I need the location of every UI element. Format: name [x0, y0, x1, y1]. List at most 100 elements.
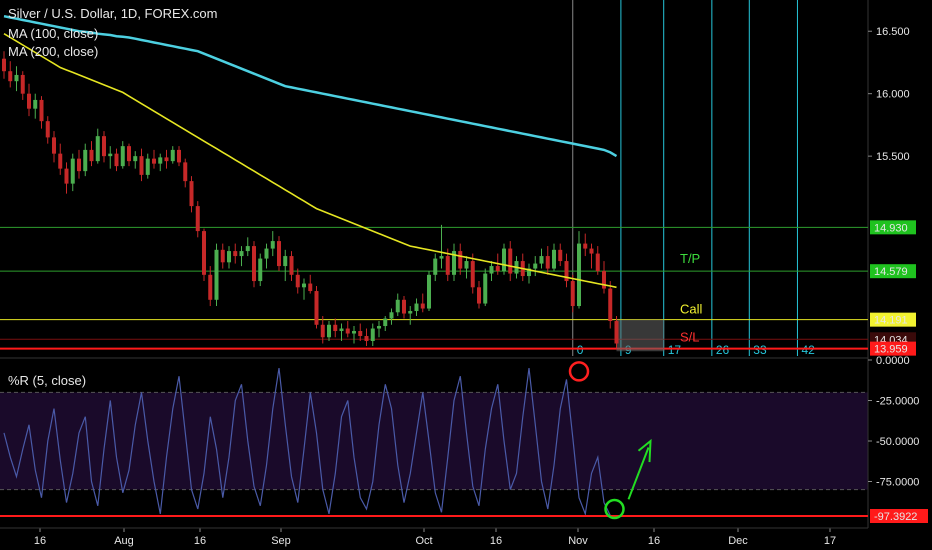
candle-body-22	[139, 156, 144, 175]
candle-body-24	[152, 158, 156, 164]
candle-body-86	[539, 256, 544, 264]
candle-body-79	[495, 266, 500, 272]
candle-body-77	[483, 273, 488, 304]
x-tick-label-9: 17	[824, 535, 836, 547]
wr-legend: %R (5, close)	[8, 373, 87, 388]
tp-label: T/P	[680, 251, 700, 266]
price-tick-label-1: 16.000	[876, 89, 910, 101]
x-tick-label-8: Dec	[728, 535, 748, 547]
candle-body-45	[283, 256, 288, 267]
wr-line	[3, 368, 617, 519]
candle-body-6	[39, 99, 44, 122]
candle-body-36	[227, 251, 231, 263]
fib-zone-label-2: 17	[668, 343, 682, 357]
up-arrow-head	[637, 438, 652, 463]
wr-tick-label-1: -25.0000	[876, 396, 919, 408]
price-badge-3	[870, 220, 916, 235]
x-tick-label-3: Sep	[271, 535, 291, 547]
candle-body-40	[252, 246, 256, 282]
candle-body-94	[589, 248, 594, 254]
wr-current-badge-text: -97.3922	[874, 511, 917, 523]
call-label: Call	[680, 302, 703, 317]
candle-body-44	[277, 241, 281, 267]
candle-body-98	[614, 321, 619, 344]
candle-body-1	[8, 71, 13, 82]
candle-body-9	[58, 153, 63, 169]
price-badge-4	[870, 264, 916, 279]
candle-body-19	[120, 146, 125, 167]
candle-body-5	[33, 99, 38, 109]
candle-body-13	[83, 149, 88, 172]
candle-body-74	[464, 261, 469, 269]
candle-body-0	[2, 58, 6, 72]
candle-body-66	[414, 303, 419, 312]
candle-body-37	[233, 251, 238, 257]
wr-tick-label-2: -50.0000	[876, 436, 919, 448]
candle-body-52	[327, 324, 331, 338]
candle-body-73	[458, 251, 463, 269]
ma200-line	[3, 33, 617, 289]
candle-body-67	[420, 303, 425, 309]
candle-body-62	[389, 312, 394, 319]
wr-tick-label-0: 0.0000	[876, 355, 910, 367]
x-tick-label-7: 16	[648, 535, 660, 547]
candle-body-90	[564, 261, 569, 282]
candle-body-15	[95, 136, 100, 162]
candle-body-91	[570, 281, 575, 307]
ma100-line	[3, 14, 618, 158]
trade-box	[616, 319, 665, 352]
price-badge-7	[870, 341, 916, 356]
price-badge-text-7: 13.959	[874, 344, 908, 356]
candle-body-72	[452, 251, 456, 275]
candle-body-38	[239, 251, 244, 257]
candle-body-51	[320, 324, 325, 338]
candle-body-16	[102, 136, 106, 157]
candle-body-53	[333, 324, 338, 332]
candle-body-56	[352, 331, 356, 334]
candle-body-8	[52, 137, 56, 154]
candle-body-65	[408, 311, 413, 314]
candle-body-78	[489, 266, 494, 274]
candle-body-27	[170, 149, 175, 162]
x-tick-label-0: 16	[34, 535, 46, 547]
candle-body-10	[64, 168, 69, 184]
candle-body-54	[339, 328, 344, 332]
candle-body-11	[70, 158, 75, 184]
candle-body-34	[214, 249, 219, 300]
candle-body-26	[164, 157, 169, 162]
candle-body-21	[133, 156, 138, 162]
candle-body-20	[127, 146, 131, 162]
fib-zone-label-5: 42	[801, 343, 815, 357]
candle-body-58	[364, 336, 369, 342]
candle-body-63	[395, 299, 400, 313]
chart-title: Silver / U.S. Dollar, 1D, FOREX.com	[8, 6, 218, 21]
fib-zone-label-3: 26	[716, 343, 730, 357]
candle-body-30	[189, 181, 194, 207]
candle-body-85	[533, 263, 538, 269]
price-badge-text-4: 14.579	[874, 266, 908, 278]
wr-overbought-oversold-band	[0, 392, 868, 490]
candle-body-88	[552, 249, 556, 269]
candle-body-93	[583, 243, 588, 249]
candle-body-87	[545, 256, 550, 269]
candle-body-64	[402, 299, 406, 314]
candle-body-55	[345, 328, 350, 334]
candle-body-29	[183, 162, 188, 182]
wr-current-badge	[870, 509, 928, 523]
candle-body-57	[358, 331, 363, 337]
candle-body-33	[208, 274, 213, 300]
fib-zone-label-0: 0	[577, 343, 584, 357]
x-tick-label-5: 16	[490, 535, 502, 547]
candle-body-70	[439, 256, 444, 259]
candle-body-71	[445, 256, 450, 275]
candle-body-60	[377, 326, 381, 329]
candle-body-49	[308, 283, 313, 292]
candle-body-17	[108, 153, 113, 157]
price-tick-label-2: 15.500	[876, 151, 910, 163]
wr-overbought-circle	[568, 361, 590, 382]
candle-body-61	[383, 318, 388, 327]
candle-body-3	[20, 74, 25, 94]
candle-body-35	[220, 249, 225, 263]
sl-label: S/L	[680, 329, 700, 344]
